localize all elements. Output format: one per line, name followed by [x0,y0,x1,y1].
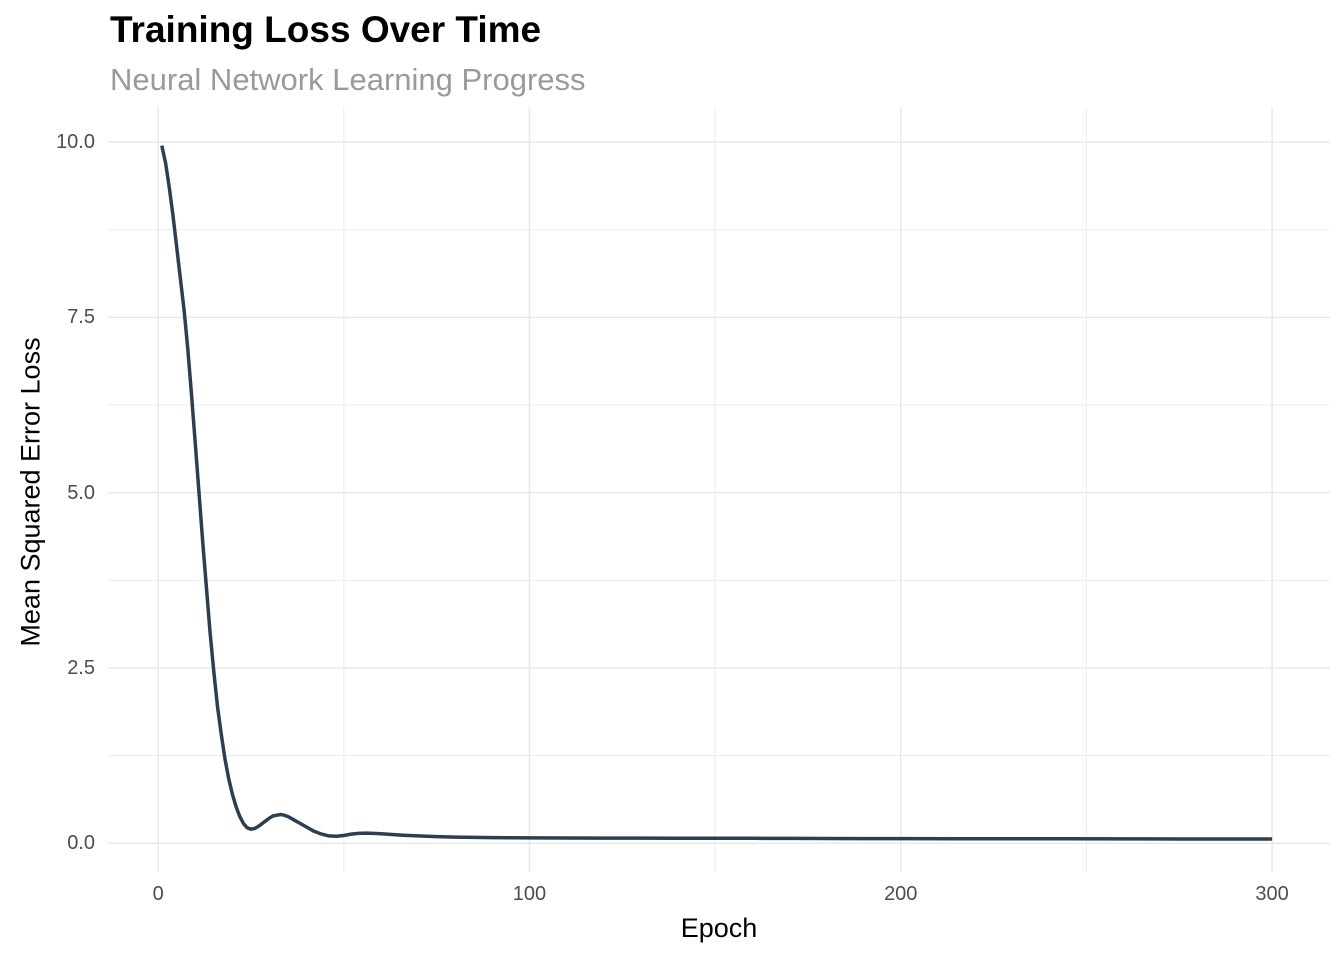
y-tick-label: 2.5 [67,656,95,679]
x-axis-title: Epoch [680,913,758,943]
x-tick-label: 0 [152,883,164,905]
loss-line [160,145,1273,841]
x-tick-label: 300 [1255,883,1289,905]
chart-title: Training Loss Over Time [110,9,542,50]
x-tick-label: 100 [512,883,547,905]
chart-subtitle: Neural Network Learning Progress [110,62,586,97]
y-tick-label: 10.0 [56,131,95,154]
x-tick-label: 200 [884,883,918,905]
y-axis-title: Mean Squared Error Loss [15,337,46,647]
y-tick-label: 0.0 [67,832,95,855]
y-tick-label: 5.0 [67,481,95,504]
major-gridlines [108,107,1330,872]
minor-gridlines [108,107,1330,872]
y-tick-label: 7.5 [67,306,95,329]
